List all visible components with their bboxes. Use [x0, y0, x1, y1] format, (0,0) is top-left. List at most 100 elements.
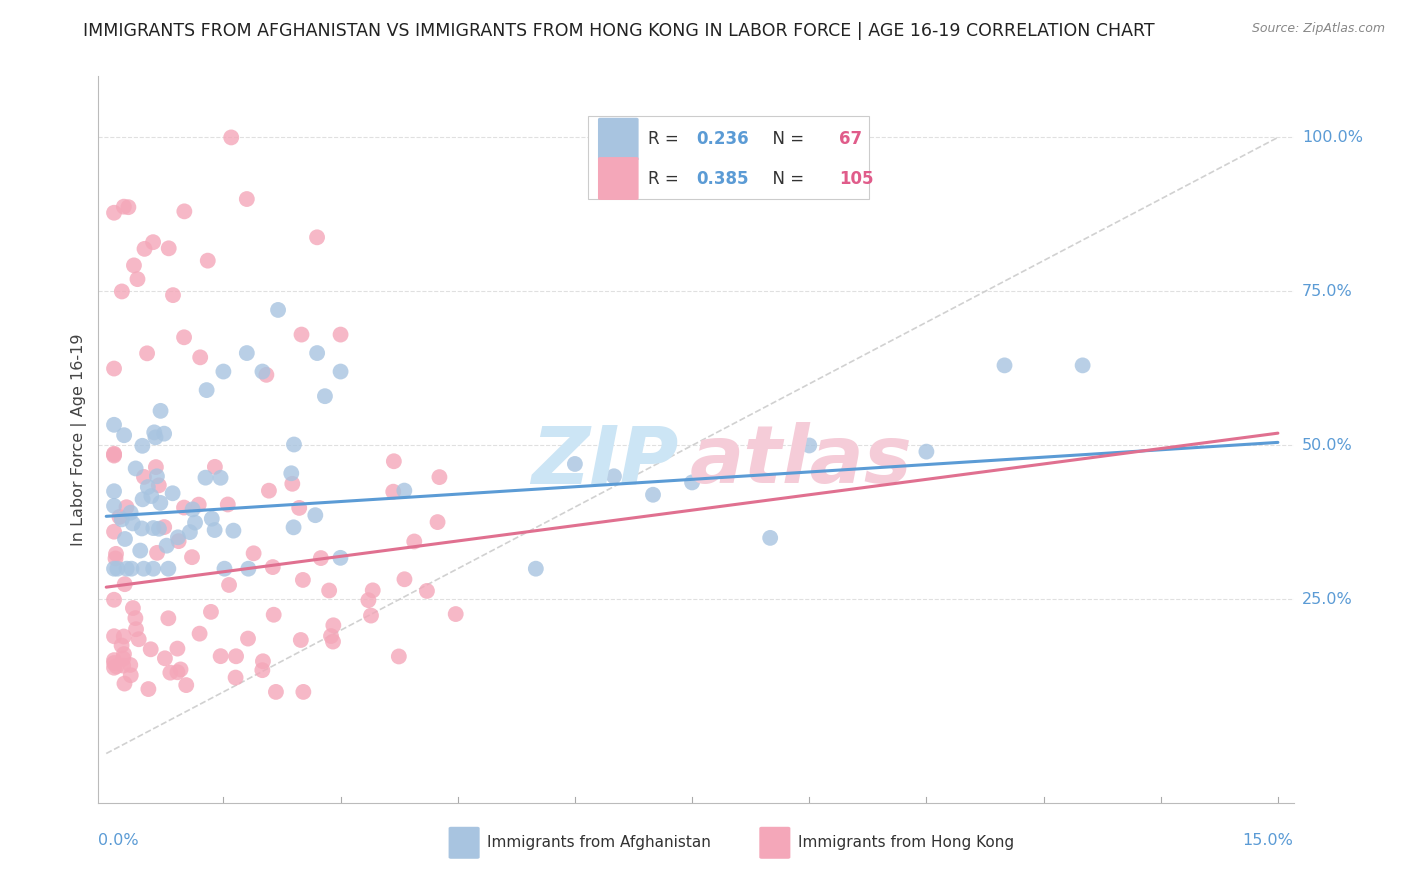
- Point: [309, 551, 332, 566]
- Point: [179, 525, 201, 540]
- Point: [142, 521, 165, 535]
- Point: [134, 242, 156, 256]
- Point: [360, 608, 382, 623]
- Point: [132, 470, 155, 484]
- Point: [209, 471, 232, 485]
- Point: [263, 607, 285, 622]
- Point: [145, 460, 167, 475]
- Point: [209, 649, 232, 664]
- Point: [322, 634, 344, 648]
- Point: [564, 457, 586, 471]
- Text: Immigrants from Afghanistan: Immigrants from Afghanistan: [486, 835, 710, 850]
- Point: [416, 583, 439, 598]
- Point: [159, 665, 181, 680]
- Point: [105, 659, 128, 673]
- Point: [254, 368, 277, 382]
- Text: 105: 105: [839, 169, 875, 187]
- Point: [262, 560, 284, 574]
- Point: [143, 425, 166, 440]
- Point: [149, 404, 172, 418]
- Point: [120, 506, 142, 520]
- FancyBboxPatch shape: [598, 118, 638, 161]
- Point: [404, 534, 426, 549]
- Point: [129, 543, 152, 558]
- Point: [219, 130, 242, 145]
- Point: [103, 592, 125, 607]
- Point: [139, 642, 162, 657]
- Point: [318, 583, 340, 598]
- Point: [114, 577, 136, 591]
- Point: [173, 204, 195, 219]
- Point: [329, 327, 352, 342]
- Point: [112, 200, 135, 214]
- Point: [388, 649, 411, 664]
- Point: [105, 562, 128, 576]
- Text: IMMIGRANTS FROM AFGHANISTAN VS IMMIGRANTS FROM HONG KONG IN LABOR FORCE | AGE 16: IMMIGRANTS FROM AFGHANISTAN VS IMMIGRANT…: [83, 22, 1154, 40]
- Text: Immigrants from Hong Kong: Immigrants from Hong Kong: [797, 835, 1014, 850]
- Point: [112, 630, 135, 644]
- Text: 0.0%: 0.0%: [98, 833, 139, 848]
- Point: [307, 346, 329, 360]
- Point: [195, 383, 218, 397]
- Point: [267, 302, 290, 317]
- Point: [236, 346, 259, 360]
- Text: Source: ZipAtlas.com: Source: ZipAtlas.com: [1251, 22, 1385, 36]
- Point: [204, 459, 226, 474]
- Point: [184, 516, 207, 530]
- Text: R =: R =: [648, 169, 685, 187]
- Point: [132, 562, 155, 576]
- Point: [131, 492, 153, 507]
- Point: [105, 547, 128, 561]
- Point: [281, 476, 304, 491]
- Text: N =: N =: [762, 169, 808, 187]
- Point: [166, 641, 188, 656]
- Point: [128, 632, 150, 647]
- Point: [148, 478, 170, 492]
- Point: [111, 285, 134, 299]
- Point: [304, 508, 326, 523]
- Point: [103, 449, 125, 463]
- Point: [993, 359, 1015, 373]
- Point: [112, 658, 135, 673]
- Point: [187, 498, 209, 512]
- Point: [238, 562, 260, 576]
- Point: [257, 483, 280, 498]
- Point: [146, 546, 169, 560]
- Point: [173, 330, 195, 344]
- Point: [280, 467, 302, 481]
- Point: [264, 685, 287, 699]
- Point: [103, 653, 125, 667]
- Point: [166, 665, 188, 680]
- Point: [103, 524, 125, 539]
- Point: [188, 626, 211, 640]
- Point: [217, 498, 239, 512]
- Point: [112, 428, 135, 442]
- Point: [112, 647, 135, 661]
- Point: [252, 365, 274, 379]
- Point: [222, 524, 245, 538]
- Point: [283, 520, 305, 534]
- Point: [174, 678, 197, 692]
- Point: [157, 562, 180, 576]
- Point: [153, 651, 176, 665]
- Point: [103, 447, 125, 461]
- Point: [382, 484, 405, 499]
- Point: [103, 206, 125, 220]
- Point: [319, 629, 342, 643]
- Point: [188, 351, 211, 365]
- Point: [1071, 359, 1094, 373]
- Point: [145, 430, 167, 444]
- Point: [915, 444, 938, 458]
- Point: [361, 583, 384, 598]
- Point: [138, 681, 160, 696]
- Point: [103, 661, 125, 675]
- FancyBboxPatch shape: [449, 827, 479, 859]
- Point: [394, 572, 416, 586]
- Point: [157, 611, 180, 625]
- Point: [212, 365, 235, 379]
- Point: [153, 520, 176, 534]
- Point: [111, 512, 134, 526]
- Point: [641, 488, 664, 502]
- Point: [357, 593, 380, 607]
- Point: [382, 454, 405, 468]
